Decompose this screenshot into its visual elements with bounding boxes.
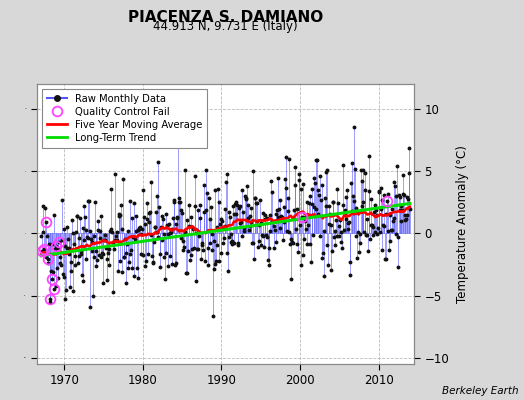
Y-axis label: Temperature Anomaly (°C): Temperature Anomaly (°C) bbox=[456, 145, 469, 303]
Text: 44.913 N, 9.731 E (Italy): 44.913 N, 9.731 E (Italy) bbox=[153, 20, 298, 33]
Text: PIACENZA S. DAMIANO: PIACENZA S. DAMIANO bbox=[128, 10, 323, 25]
Legend: Raw Monthly Data, Quality Control Fail, Five Year Moving Average, Long-Term Tren: Raw Monthly Data, Quality Control Fail, … bbox=[42, 89, 207, 148]
Text: Berkeley Earth: Berkeley Earth bbox=[442, 386, 519, 396]
